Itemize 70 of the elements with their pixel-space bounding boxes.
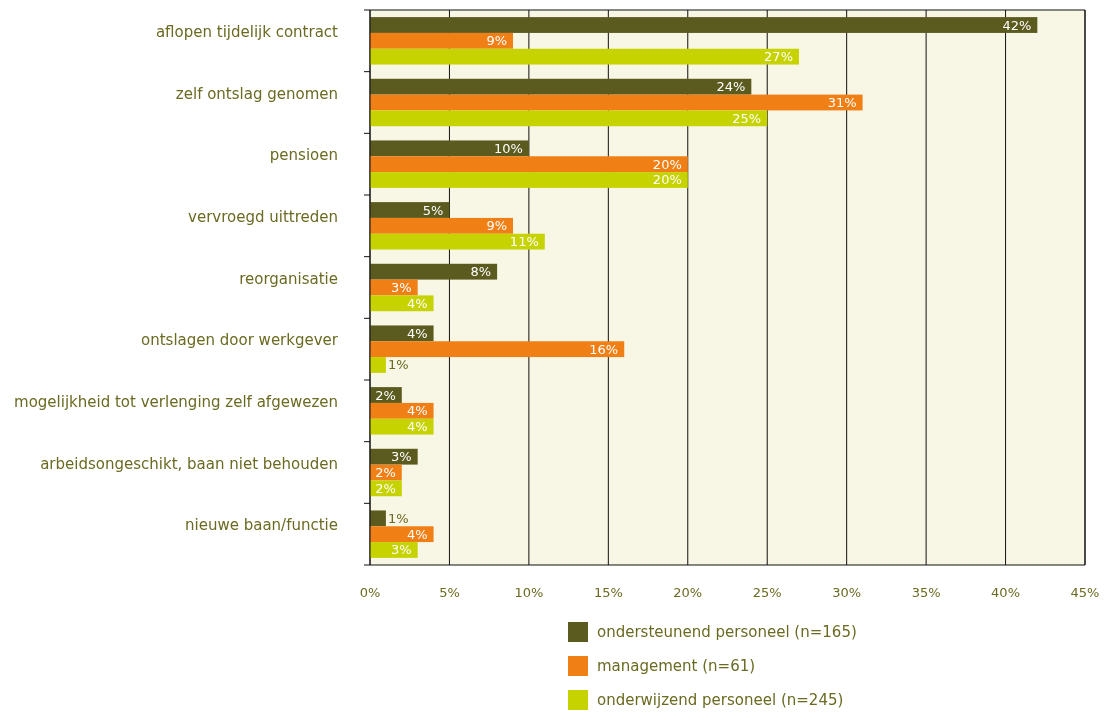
data-label: 3% xyxy=(391,542,412,558)
data-label: 2% xyxy=(375,465,396,480)
y-tick-label: aflopen tijdelijk contract xyxy=(155,22,339,41)
bar xyxy=(370,341,625,358)
data-label: 4% xyxy=(406,325,428,341)
x-tick-label: 20% xyxy=(673,585,703,600)
bar xyxy=(370,110,768,127)
data-label: 4% xyxy=(406,419,428,435)
data-label: 10% xyxy=(493,140,523,156)
bar xyxy=(370,402,434,419)
data-label: 20% xyxy=(652,172,682,188)
data-label: 20% xyxy=(652,156,682,172)
data-label: 24% xyxy=(716,79,746,95)
y-tick-label: ontslagen door werkgever xyxy=(141,331,339,350)
bar xyxy=(370,172,688,188)
x-tick-label: 35% xyxy=(911,585,941,600)
x-tick-label: 40% xyxy=(991,585,1021,600)
y-tick-label: nieuwe baan/functie xyxy=(185,516,338,535)
data-label: 2% xyxy=(375,387,396,403)
data-label: 4% xyxy=(406,295,428,311)
bar xyxy=(370,17,1038,33)
bar xyxy=(370,526,434,543)
data-label: 16% xyxy=(589,341,619,357)
data-label: 2% xyxy=(375,480,396,496)
y-tick-label: pensioen xyxy=(269,146,338,165)
data-label: 42% xyxy=(1002,17,1032,33)
y-tick-label: reorganisatie xyxy=(239,269,338,288)
y-tick-label: zelf ontslag genomen xyxy=(175,84,338,103)
bar xyxy=(370,357,386,373)
bar xyxy=(370,325,434,342)
legend-label: onderwijzend personeel (n=245) xyxy=(597,691,844,709)
bar xyxy=(370,48,799,65)
data-label: 4% xyxy=(406,403,428,419)
x-tick-label: 45% xyxy=(1070,585,1100,600)
x-tick-label: 10% xyxy=(514,585,544,600)
bar xyxy=(370,217,513,234)
x-tick-label: 15% xyxy=(593,585,623,600)
data-label: 11% xyxy=(509,234,539,250)
y-tick-label: vervroegd uittreden xyxy=(188,207,338,226)
data-label: 1% xyxy=(387,357,409,373)
bar xyxy=(370,295,434,312)
bar xyxy=(370,202,450,218)
data-label: 1% xyxy=(387,510,409,526)
legend-label: ondersteunend personeel (n=165) xyxy=(597,623,857,641)
data-label: 4% xyxy=(406,526,428,542)
bar xyxy=(370,94,863,111)
data-label: 3% xyxy=(391,280,412,295)
y-tick-label: arbeidsongeschikt, baan niet behouden xyxy=(40,454,338,473)
bar xyxy=(370,263,498,280)
bar xyxy=(370,233,545,250)
data-label: 31% xyxy=(827,95,857,110)
data-label: 27% xyxy=(764,49,793,65)
x-tick-label: 25% xyxy=(752,585,782,600)
data-label: 8% xyxy=(470,264,492,280)
bar xyxy=(370,32,513,49)
data-label: 3% xyxy=(391,449,412,465)
bar xyxy=(370,418,434,435)
bar xyxy=(370,156,688,173)
bar xyxy=(370,140,529,157)
legend-label: management (n=61) xyxy=(597,657,756,675)
y-tick-label: mogelijkheid tot verlenging zelf afgewezen xyxy=(14,392,338,411)
x-tick-label: 0% xyxy=(359,585,381,600)
data-label: 5% xyxy=(422,202,444,218)
x-tick-label: 30% xyxy=(832,585,862,600)
bar xyxy=(370,78,752,95)
data-label: 9% xyxy=(486,218,507,234)
data-label: 25% xyxy=(732,110,762,126)
data-label: 9% xyxy=(486,33,507,49)
x-tick-label: 5% xyxy=(439,585,460,600)
bar xyxy=(370,510,386,527)
